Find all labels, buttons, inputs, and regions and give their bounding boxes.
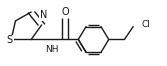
Text: NH: NH — [45, 45, 59, 54]
Text: O: O — [61, 7, 69, 17]
Text: Cl: Cl — [141, 20, 150, 29]
Text: S: S — [7, 35, 13, 45]
Text: N: N — [40, 10, 47, 20]
